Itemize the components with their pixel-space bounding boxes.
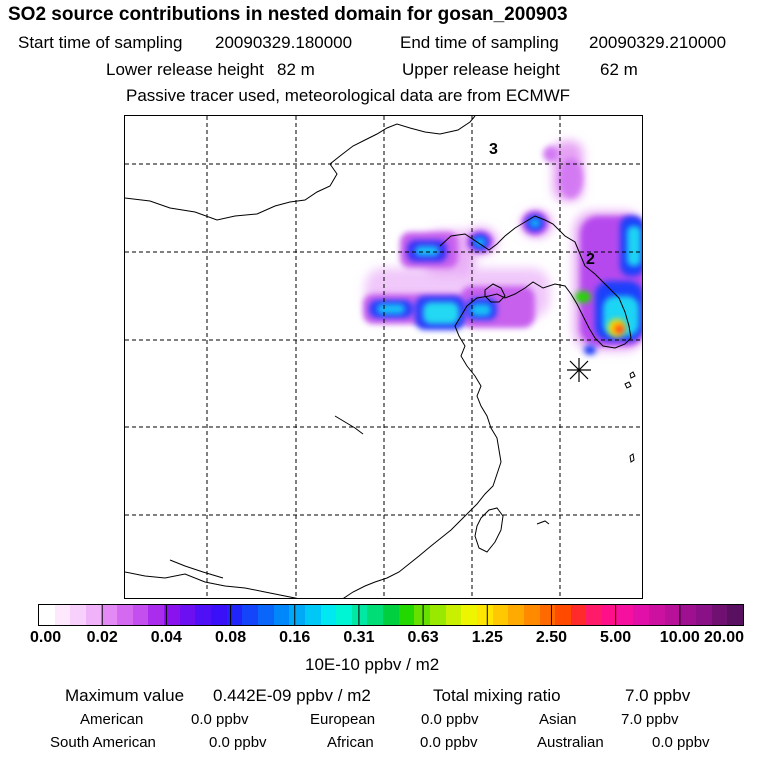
colorbar-tick-label: 0.04 [150,629,182,646]
colorbar-swatch [476,605,493,625]
region-name-south-american: South American [50,734,156,751]
colorbar-swatch [617,605,634,625]
colorbar-swatch [695,605,712,625]
contour-label-2: 2 [586,251,595,268]
colorbar-swatch [367,605,384,625]
region-value-american: 0.0 ppbv [191,711,249,728]
colorbar-tick-label: 10.00 [659,629,700,646]
colorbar-swatch [711,605,728,625]
colorbar-swatch [289,605,305,625]
colorbar-tick-label: 0.63 [407,629,439,646]
map-canvas: 3 2 [125,116,642,598]
colorbar-swatch [132,605,149,625]
region-value-african: 0.0 ppbv [420,734,478,751]
map-title: SO2 source contributions in nested domai… [8,4,568,25]
total-mixing-value: 7.0 ppbv [625,686,691,705]
colorbar-tick-label: 0.08 [214,629,247,646]
end-time-label: End time of sampling [400,33,559,52]
start-time-label: Start time of sampling [18,33,183,52]
colorbar-swatch [54,605,71,625]
upper-release-label: Upper release height [402,60,560,79]
region-value-asian: 7.0 ppbv [621,711,679,728]
colorbar-swatch [414,605,431,625]
colorbar-swatch [179,605,196,625]
colorbar-swatch [257,605,274,625]
region-value-south-american: 0.0 ppbv [209,734,267,751]
colorbar-swatch [242,605,258,625]
map-panel: 3 2 [124,115,643,599]
plume-hotspots [575,291,626,355]
region-name-australian: Australian [537,734,604,751]
colorbar-swatch [148,605,165,625]
coastlines [125,116,636,598]
colorbar-tick-label: 0.00 [30,629,62,646]
colorbar-tick-label: 0.31 [343,629,375,646]
upper-release-value: 62 m [600,60,638,79]
colorbar-swatch [398,605,415,625]
colorbar-swatch [445,605,462,625]
colorbar-swatch [461,605,477,625]
colorbar-swatch [273,605,290,625]
colorbar-swatch [85,605,102,625]
colorbar [38,604,744,626]
colorbar-swatch [336,605,352,625]
colorbar-tick-label: 2.50 [535,629,568,646]
colorbar-swatch [570,605,587,625]
max-value-label: Maximum value [65,686,185,705]
tracer-note: Passive tracer used, meteorological data… [126,86,571,105]
colorbar-swatch [195,605,212,625]
colorbar-swatch [523,605,540,625]
colorbar-swatch [555,605,571,625]
region-name-american: American [80,711,144,728]
colorbar-swatch [39,605,55,625]
total-mixing-label: Total mixing ratio [433,686,561,705]
colorbar-swatch [492,605,509,625]
colorbar-swatch [383,605,399,625]
colorbar-swatch [320,605,337,625]
colorbar-unit: 10E-10 ppbv / m2 [305,655,440,674]
colorbar-swatch [648,605,665,625]
colorbar-tick-label: 0.02 [86,629,118,646]
region-value-european: 0.0 ppbv [421,711,479,728]
lat-lon-grid [125,116,642,598]
region-name-african: African [327,734,374,751]
colorbar-swatch [602,605,618,625]
colorbar-swatch [633,605,649,625]
colorbar-tick-label: 5.00 [600,629,632,646]
lower-release-value: 82 m [277,60,315,79]
lower-release-label: Lower release height [106,60,264,79]
colorbar-swatch [211,605,227,625]
colorbar-swatch [430,605,446,625]
colorbar-swatch [586,605,603,625]
colorbar-swatch [351,605,368,625]
colorbar-swatch [70,605,86,625]
colorbar-swatch [117,605,133,625]
start-time-value: 20090329.180000 [215,33,353,52]
region-name-asian: Asian [539,711,577,728]
asterisk-icon [567,358,591,382]
colorbar-swatch [164,605,180,625]
colorbar-swatch [680,605,696,625]
end-time-value: 20090329.210000 [589,33,727,52]
colorbar-tick-label: 0.16 [279,629,311,646]
region-name-european: European [310,711,376,728]
colorbar-swatch [727,605,743,625]
colorbar-swatch [101,605,118,625]
colorbar-swatch [664,605,681,625]
colorbar-tick-label: 1.25 [471,629,503,646]
max-value: 0.442E-09 ppbv / m2 [213,686,371,705]
contour-label-3: 3 [489,141,498,158]
colorbar-dividers [101,604,681,626]
colorbar-swatch [304,605,321,625]
region-value-australian: 0.0 ppbv [652,734,710,751]
colorbar-swatch [508,605,524,625]
colorbar-tick-label: 20.00 [704,629,745,646]
